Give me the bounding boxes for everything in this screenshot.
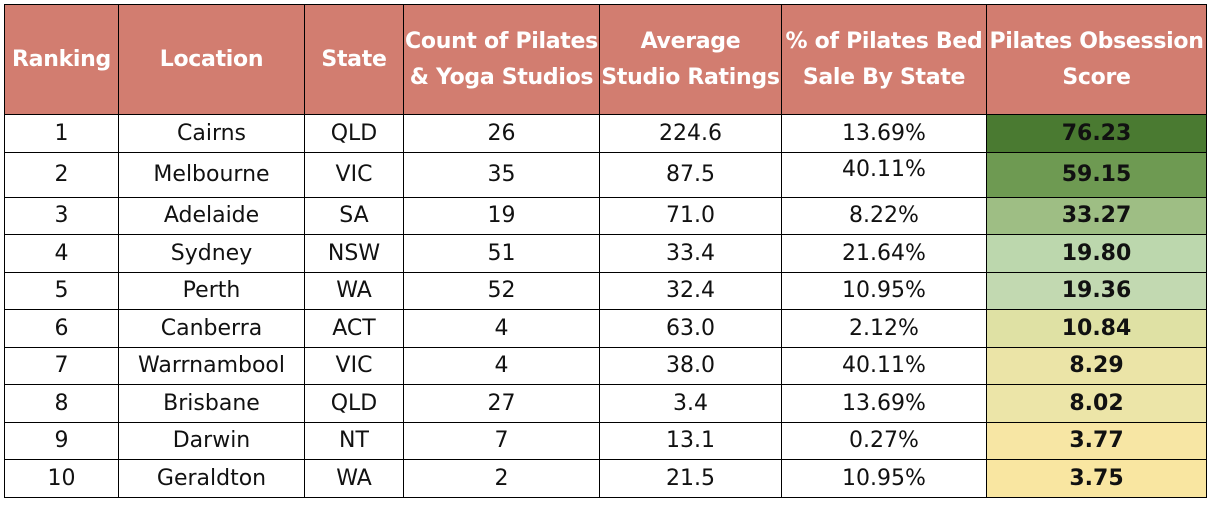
pct-cell: 13.69% (781, 114, 987, 153)
header-state: State (304, 4, 404, 115)
location-cell: Darwin (118, 421, 305, 460)
rating-cell: 13.1 (599, 421, 782, 460)
rank-cell: 6 (4, 309, 119, 348)
table-row: 9 Darwin NT 7 13.1 0.27% 3.77 (4, 421, 1207, 460)
count-cell: 2 (403, 459, 600, 498)
state-cell: VIC (304, 346, 404, 385)
location-cell: Melbourne (118, 151, 305, 198)
state-cell: ACT (304, 309, 404, 348)
rank-cell: 4 (4, 234, 119, 273)
state-cell: SA (304, 196, 404, 235)
table-row: 6 Canberra ACT 4 63.0 2.12% 10.84 (4, 309, 1207, 348)
location-cell: Canberra (118, 309, 305, 348)
pct-cell: 40.11% (781, 346, 987, 385)
rank-cell: 9 (4, 421, 119, 460)
score-cell: 19.80 (986, 234, 1207, 273)
pct-cell: 10.95% (781, 459, 987, 498)
header-ranking: Ranking (4, 4, 119, 115)
table-row: 3 Adelaide SA 19 71.0 8.22% 33.27 (4, 196, 1207, 235)
pct-cell: 2.12% (781, 309, 987, 348)
rank-cell: 10 (4, 459, 119, 498)
rating-cell: 38.0 (599, 346, 782, 385)
pct-cell: 13.69% (781, 384, 987, 423)
header-row: Ranking Location State Count of Pilates … (4, 4, 1207, 115)
location-cell: Sydney (118, 234, 305, 273)
rating-cell: 21.5 (599, 459, 782, 498)
pct-cell: 10.95% (781, 271, 987, 310)
pilates-ranking-table: Ranking Location State Count of Pilates … (4, 4, 1207, 498)
rating-cell: 3.4 (599, 384, 782, 423)
location-cell: Geraldton (118, 459, 305, 498)
count-cell: 7 (403, 421, 600, 460)
table-row: 7 Warrnambool VIC 4 38.0 40.11% 8.29 (4, 346, 1207, 385)
rating-cell: 71.0 (599, 196, 782, 235)
pct-cell: 0.27% (781, 421, 987, 460)
rank-cell: 2 (4, 151, 119, 198)
count-cell: 52 (403, 271, 600, 310)
state-cell: QLD (304, 384, 404, 423)
location-cell: Perth (118, 271, 305, 310)
rating-cell: 87.5 (599, 151, 782, 198)
rank-cell: 8 (4, 384, 119, 423)
rating-cell: 63.0 (599, 309, 782, 348)
count-cell: 4 (403, 346, 600, 385)
location-cell: Brisbane (118, 384, 305, 423)
count-cell: 26 (403, 114, 600, 153)
rank-cell: 3 (4, 196, 119, 235)
score-cell: 10.84 (986, 309, 1207, 348)
score-cell: 59.15 (986, 151, 1207, 198)
state-cell: NSW (304, 234, 404, 273)
table-row: 4 Sydney NSW 51 33.4 21.64% 19.80 (4, 234, 1207, 273)
score-cell: 8.02 (986, 384, 1207, 423)
header-obsession-score: Pilates Obsession Score (986, 4, 1207, 115)
header-pilates-bed-sale: % of Pilates Bed Sale By State (781, 4, 987, 115)
state-cell: VIC (304, 151, 404, 198)
pct-cell: 21.64% (781, 234, 987, 273)
table-row: 2 Melbourne VIC 35 87.5 40.11% 59.15 (4, 151, 1207, 198)
rating-cell: 32.4 (599, 271, 782, 310)
state-cell: WA (304, 271, 404, 310)
state-cell: QLD (304, 114, 404, 153)
rank-cell: 1 (4, 114, 119, 153)
count-cell: 35 (403, 151, 600, 198)
score-cell: 76.23 (986, 114, 1207, 153)
pct-cell: 40.11% (781, 151, 987, 198)
count-cell: 27 (403, 384, 600, 423)
header-average-rating: Average Studio Ratings (599, 4, 782, 115)
location-cell: Warrnambool (118, 346, 305, 385)
count-cell: 51 (403, 234, 600, 273)
header-location: Location (118, 4, 305, 115)
rating-cell: 224.6 (599, 114, 782, 153)
score-cell: 3.77 (986, 421, 1207, 460)
score-cell: 19.36 (986, 271, 1207, 310)
location-cell: Cairns (118, 114, 305, 153)
table-row: 10 Geraldton WA 2 21.5 10.95% 3.75 (4, 459, 1207, 498)
score-cell: 8.29 (986, 346, 1207, 385)
count-cell: 4 (403, 309, 600, 348)
rank-cell: 7 (4, 346, 119, 385)
score-cell: 3.75 (986, 459, 1207, 498)
table-row: 8 Brisbane QLD 27 3.4 13.69% 8.02 (4, 384, 1207, 423)
rank-cell: 5 (4, 271, 119, 310)
header-count: Count of Pilates & Yoga Studios (403, 4, 600, 115)
score-cell: 33.27 (986, 196, 1207, 235)
location-cell: Adelaide (118, 196, 305, 235)
table-row: 5 Perth WA 52 32.4 10.95% 19.36 (4, 271, 1207, 310)
count-cell: 19 (403, 196, 600, 235)
rating-cell: 33.4 (599, 234, 782, 273)
pct-cell: 8.22% (781, 196, 987, 235)
state-cell: WA (304, 459, 404, 498)
state-cell: NT (304, 421, 404, 460)
table-row: 1 Cairns QLD 26 224.6 13.69% 76.23 (4, 114, 1207, 153)
